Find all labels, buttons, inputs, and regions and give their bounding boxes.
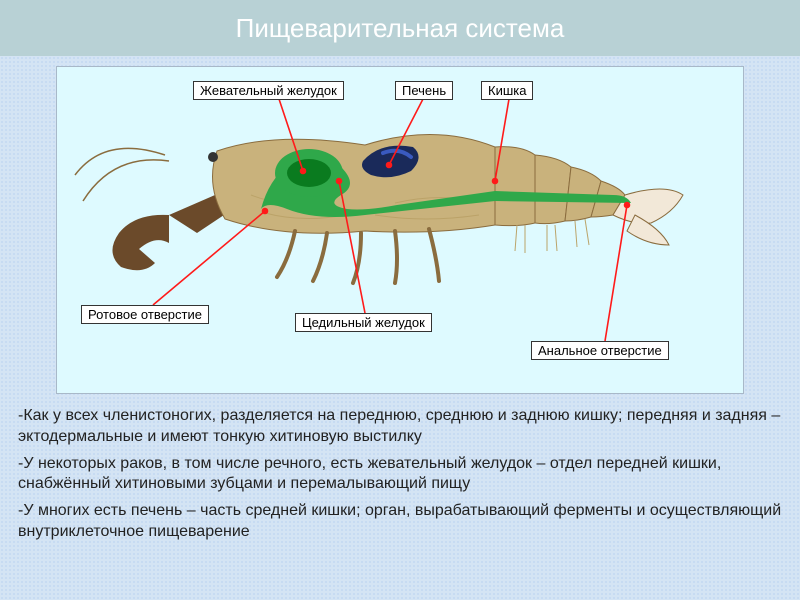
label-liver: Печень [395, 81, 453, 100]
label-chewing-stomach: Жевательный желудок [193, 81, 344, 100]
label-anus: Анальное отверстие [531, 341, 669, 360]
description-text: -Как у всех членистоногих, разделяется н… [0, 406, 800, 543]
bullet-1: -Как у всех членистоногих, разделяется н… [18, 406, 782, 448]
label-gut: Кишка [481, 81, 533, 100]
label-mouth: Ротовое отверстие [81, 305, 209, 324]
crayfish-diagram: Жевательный желудок Печень Кишка Ротовое… [65, 75, 735, 385]
diagram-panel: Жевательный желудок Печень Кишка Ротовое… [56, 66, 744, 394]
bullet-3: -У многих есть печень – часть средней ки… [18, 501, 782, 543]
label-filter-stomach: Цедильный желудок [295, 313, 432, 332]
crayfish-svg [65, 75, 725, 385]
page-title: Пищеварительная система [0, 0, 800, 56]
bullet-2: -У некоторых раков, в том числе речного,… [18, 454, 782, 496]
